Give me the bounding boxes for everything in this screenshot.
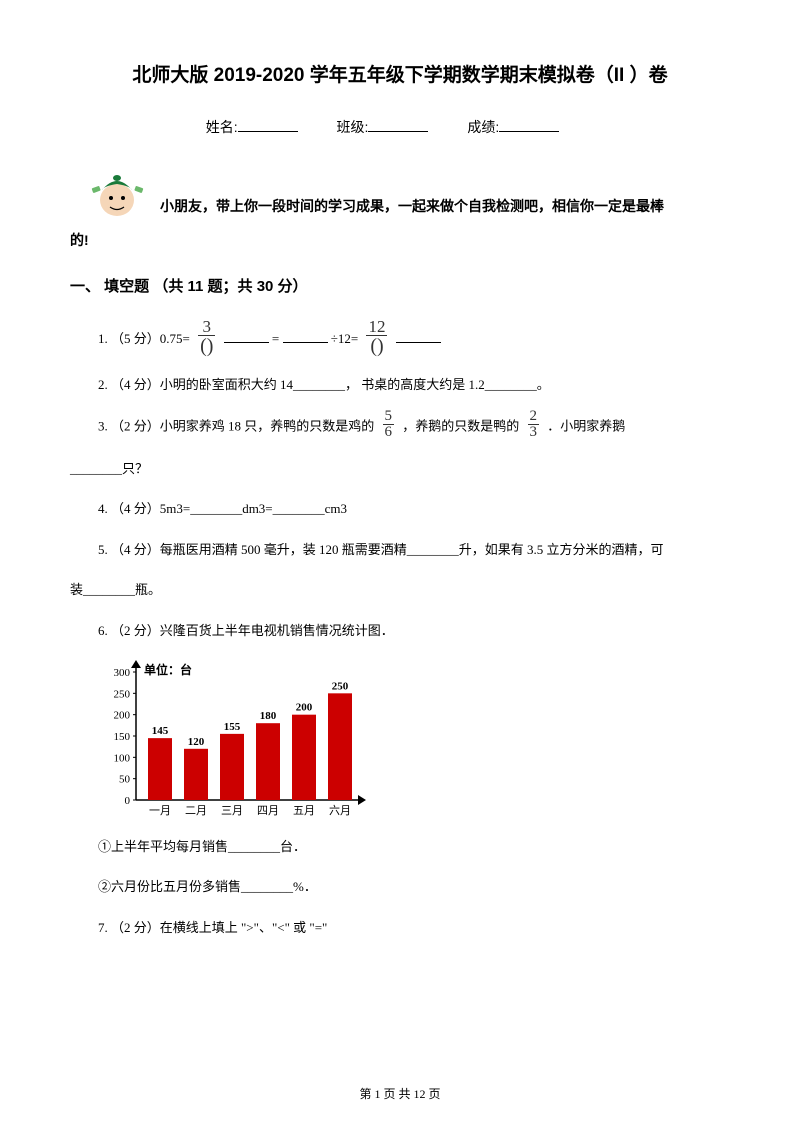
question-5-line2: 装________瓶。 xyxy=(70,576,730,605)
svg-text:180: 180 xyxy=(260,710,277,722)
svg-text:四月: 四月 xyxy=(257,805,279,817)
svg-text:0: 0 xyxy=(125,795,131,807)
question-2: 2. （4 分）小明的卧室面积大约 14________， 书桌的高度大约是 1… xyxy=(70,371,730,400)
mascot-row: 小朋友，带上你一段时间的学习成果，一起来做个自我检测吧，相信你一定是最棒 xyxy=(90,162,730,222)
q1-mid: = xyxy=(272,331,279,346)
fraction-4: 2 3 xyxy=(528,409,540,440)
svg-text:155: 155 xyxy=(224,720,241,732)
svg-text:三月: 三月 xyxy=(221,805,243,817)
question-1: 1. （5 分）0.75= 3 () = ÷12= 12 () xyxy=(70,321,730,359)
question-3-line2: ________只？ xyxy=(70,455,730,484)
question-6-sub1: ①上半年平均每月销售________台． xyxy=(70,833,730,862)
name-blank xyxy=(238,131,298,132)
fraction-3: 5 6 xyxy=(383,409,395,440)
svg-text:300: 300 xyxy=(114,667,131,679)
page-title: 北师大版 2019-2020 学年五年级下学期数学期末模拟卷（II ）卷 xyxy=(70,60,730,87)
svg-text:250: 250 xyxy=(332,680,349,692)
question-6: 6. （2 分）兴隆百货上半年电视机销售情况统计图． xyxy=(70,617,730,646)
encourage-text-2: 的! xyxy=(70,230,730,250)
blank xyxy=(224,329,269,343)
q3-mid: ，养鹅的只数是鸭的 xyxy=(402,418,522,433)
q3-post: ．小明家养鹅 xyxy=(547,418,625,433)
blank xyxy=(283,329,328,343)
q1-prefix: 1. （5 分）0.75= xyxy=(98,331,190,346)
bar-chart: 0 50 100 150 200 250 300 单位：台 145 一月 120 二月 155 三月 180… xyxy=(98,658,378,823)
svg-text:一月: 一月 xyxy=(149,805,171,817)
svg-text:100: 100 xyxy=(114,752,131,764)
svg-text:150: 150 xyxy=(114,731,131,743)
score-blank xyxy=(499,131,559,132)
class-label: 班级: xyxy=(337,119,369,135)
mascot-icon xyxy=(90,162,145,222)
svg-text:五月: 五月 xyxy=(293,805,315,817)
q1-div: ÷12= xyxy=(331,331,358,346)
svg-text:120: 120 xyxy=(188,735,205,747)
svg-text:250: 250 xyxy=(114,688,131,700)
page-footer: 第 1 页 共 12 页 xyxy=(0,1085,800,1102)
blank xyxy=(396,329,441,343)
q3-pre: 3. （2 分）小明家养鸡 18 只，养鸭的只数是鸡的 xyxy=(98,418,378,433)
question-3: 3. （2 分）小明家养鸡 18 只，养鸭的只数是鸡的 5 6 ，养鹅的只数是鸭… xyxy=(70,412,730,443)
question-4: 4. （4 分）5m3=________dm3=________cm3 xyxy=(70,495,730,524)
svg-text:50: 50 xyxy=(119,773,131,785)
question-6-sub2: ②六月份比五月份多销售________%． xyxy=(70,873,730,902)
student-info: 姓名: 班级: 成绩: xyxy=(70,117,730,137)
score-label: 成绩: xyxy=(467,119,499,135)
svg-text:单位：台: 单位：台 xyxy=(144,662,192,677)
svg-text:六月: 六月 xyxy=(329,804,351,817)
svg-text:二月: 二月 xyxy=(185,805,207,817)
fraction-2: 12 () xyxy=(366,318,387,356)
section-1-header: 一、 填空题 （共 11 题；共 30 分） xyxy=(70,275,730,296)
encourage-text-1: 小朋友，带上你一段时间的学习成果，一起来做个自我检测吧，相信你一定是最棒 xyxy=(160,192,664,222)
svg-text:200: 200 xyxy=(114,709,131,721)
svg-text:200: 200 xyxy=(296,701,313,713)
name-label: 姓名: xyxy=(206,119,238,135)
fraction-1: 3 () xyxy=(198,318,215,356)
svg-text:145: 145 xyxy=(152,725,169,737)
class-blank xyxy=(368,131,428,132)
question-7: 7. （2 分）在横线上填上 ">"、"<" 或 "=" xyxy=(70,914,730,943)
question-5: 5. （4 分）每瓶医用酒精 500 毫升，装 120 瓶需要酒精_______… xyxy=(70,536,730,565)
